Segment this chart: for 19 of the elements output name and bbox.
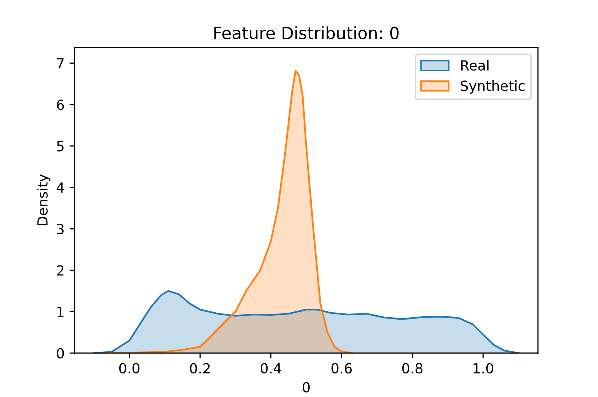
y-tick-label: 3	[57, 224, 64, 235]
x-tick-label: 1.0	[474, 363, 494, 374]
x-tick-label: 0.6	[332, 363, 352, 374]
x-tick-label: 0.0	[119, 363, 140, 374]
y-tick-label: 7	[57, 58, 64, 69]
y-tick-label: 5	[57, 141, 64, 152]
x-tick-label: 0.2	[190, 363, 210, 374]
y-tick-label: 4	[56, 182, 64, 193]
x-tick-label: 0.8	[402, 363, 423, 374]
y-tick-label: 2	[57, 265, 64, 276]
legend-label: Synthetic	[461, 80, 525, 94]
x-axis-title: 0	[302, 382, 310, 393]
y-axis-title: Density	[37, 174, 51, 226]
legend-label: Real	[461, 60, 489, 71]
y-tick-label: 1	[58, 307, 64, 318]
y-tick-label: 0	[57, 348, 64, 359]
x-tick-label: 0.4	[260, 363, 282, 374]
y-tick-label: 6	[57, 100, 64, 110]
chart-title: Feature Distribution: 0	[214, 26, 399, 40]
